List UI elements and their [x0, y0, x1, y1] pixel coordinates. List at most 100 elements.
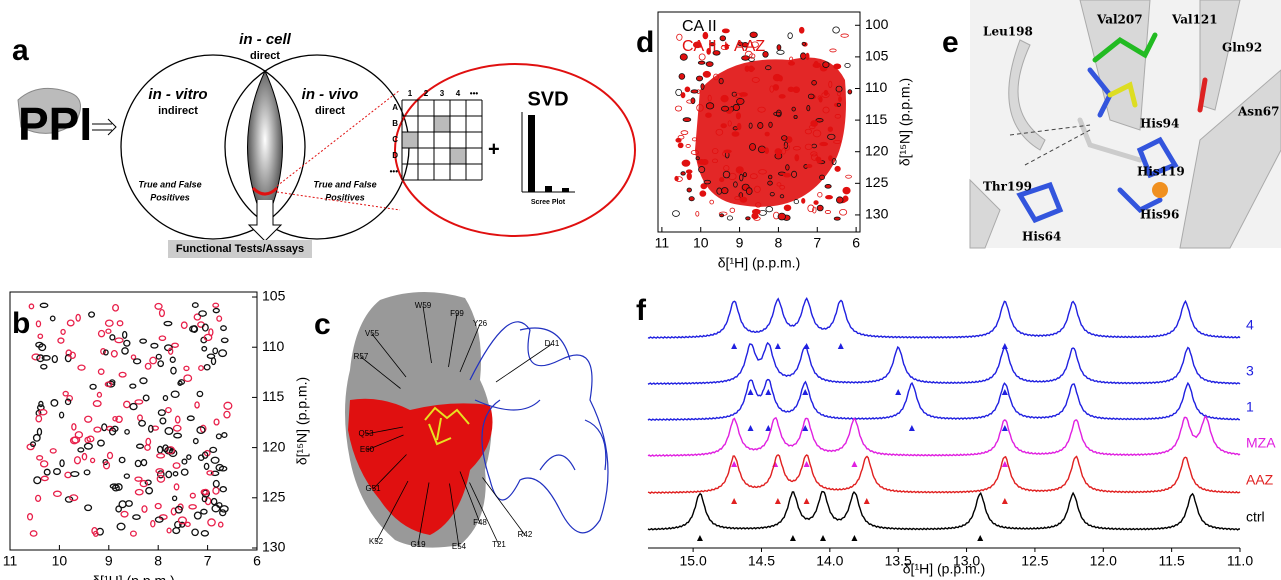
highlight	[251, 186, 279, 196]
peak-contour	[209, 446, 218, 454]
peak-contour	[777, 212, 787, 221]
peak-contour	[91, 526, 98, 535]
sticks	[1016, 32, 1208, 224]
peak-contour	[672, 210, 680, 217]
peak-contour	[773, 111, 782, 117]
peak-contour	[793, 115, 798, 119]
x-tick-label: 11.0	[1227, 553, 1253, 569]
peak-contour	[150, 519, 156, 528]
residue-label: D41	[545, 339, 560, 348]
peak-contour	[684, 86, 691, 93]
peak-contour	[685, 169, 693, 174]
peak-contour	[116, 320, 124, 327]
peak-contour	[112, 415, 118, 422]
peak-contour	[167, 347, 174, 355]
peak-contour	[147, 424, 154, 433]
peak-contour	[674, 175, 679, 182]
peak-contour	[845, 174, 852, 179]
x-tick-label: 11.5	[1159, 553, 1185, 569]
residue-label: Thr199	[983, 180, 1032, 194]
legend-entry: CA II	[682, 18, 717, 35]
peak-contour	[29, 441, 37, 448]
legend-entry: CA II + AAZ	[682, 38, 765, 55]
peak-contour	[762, 51, 769, 58]
peak-contour	[686, 99, 695, 104]
residue-label: His119	[1137, 165, 1185, 179]
peak-contour	[726, 215, 733, 221]
peak-contour	[768, 121, 773, 128]
peak-contour	[169, 356, 176, 363]
peak-contour	[753, 185, 761, 193]
peak-contour	[675, 137, 682, 143]
peak-contour	[705, 61, 714, 67]
leader-line	[469, 482, 500, 546]
peak-contour	[125, 500, 133, 507]
y-tick-label: 110	[865, 79, 888, 95]
peak-contour	[812, 206, 817, 214]
peak-contour	[211, 504, 221, 513]
peak-contour	[174, 505, 183, 514]
peak-contour	[173, 483, 180, 491]
peak-arrow	[731, 498, 738, 504]
peak-contour	[768, 174, 773, 180]
peak-contour	[686, 172, 692, 181]
peak-contour	[724, 43, 729, 50]
assay-label: Functional Tests/Assays	[176, 243, 304, 255]
peak-contour	[806, 164, 813, 169]
peak-contour	[203, 363, 211, 371]
x-tick-label: 7	[813, 235, 821, 251]
in-vitro-sub: indirect	[158, 105, 198, 117]
peak-contour	[192, 437, 199, 445]
peak-contour	[779, 194, 785, 199]
peak-contour	[751, 212, 759, 220]
peak-contour	[132, 514, 141, 520]
peak-contour	[35, 320, 42, 328]
peak-contour	[735, 112, 742, 120]
peak-contour	[110, 349, 118, 358]
peak-contour	[199, 424, 207, 433]
peak-contour	[789, 56, 794, 62]
peak-contour	[137, 414, 143, 422]
peak-contour	[719, 213, 725, 218]
peak-contour	[69, 494, 79, 502]
zoom-ellipse	[394, 63, 636, 237]
x-tick-label: 15.0	[679, 553, 706, 569]
peak-contour	[183, 365, 190, 372]
peak-contour	[57, 337, 65, 344]
peak-contour	[822, 61, 830, 68]
spectrum-trace	[647, 341, 1241, 386]
peak-contour	[751, 41, 759, 48]
peak-contour	[709, 42, 716, 47]
peak-contour	[171, 495, 178, 502]
peak-arrow	[789, 535, 796, 541]
peak-contour	[749, 53, 756, 59]
peak-contour	[842, 186, 851, 195]
peak-contour	[695, 210, 700, 217]
peak-contour	[731, 91, 737, 97]
peak-contour	[702, 70, 712, 78]
peak-contour	[43, 468, 51, 476]
peak-contour	[37, 333, 44, 340]
peak-contour	[776, 49, 785, 55]
peak-contour	[835, 85, 843, 93]
peak-contour	[154, 502, 162, 510]
panel-c: c W59 F99 Y26 V55 D41 R57 Q53 E60 G51 K52 G19 E54 T2…	[314, 291, 609, 551]
grid-col: 3	[440, 89, 445, 98]
peak-contour	[118, 500, 127, 509]
peak-arrow	[1001, 425, 1008, 431]
y-tick-label: 100	[865, 16, 889, 32]
peak-contour	[145, 486, 154, 495]
peak-arrow	[802, 389, 809, 395]
peak-contour	[812, 129, 822, 138]
peak-contour	[218, 349, 228, 358]
peak-contour	[718, 77, 724, 85]
peak-contour	[701, 159, 709, 166]
peak-contour	[783, 204, 792, 212]
spectrum-trace	[647, 490, 1240, 531]
residue-label: His64	[1022, 230, 1061, 244]
peak-contour	[35, 414, 43, 423]
peak-contour	[154, 302, 163, 310]
leader-line	[372, 454, 407, 490]
peak-contour	[793, 199, 799, 205]
peak-contour	[819, 141, 829, 147]
